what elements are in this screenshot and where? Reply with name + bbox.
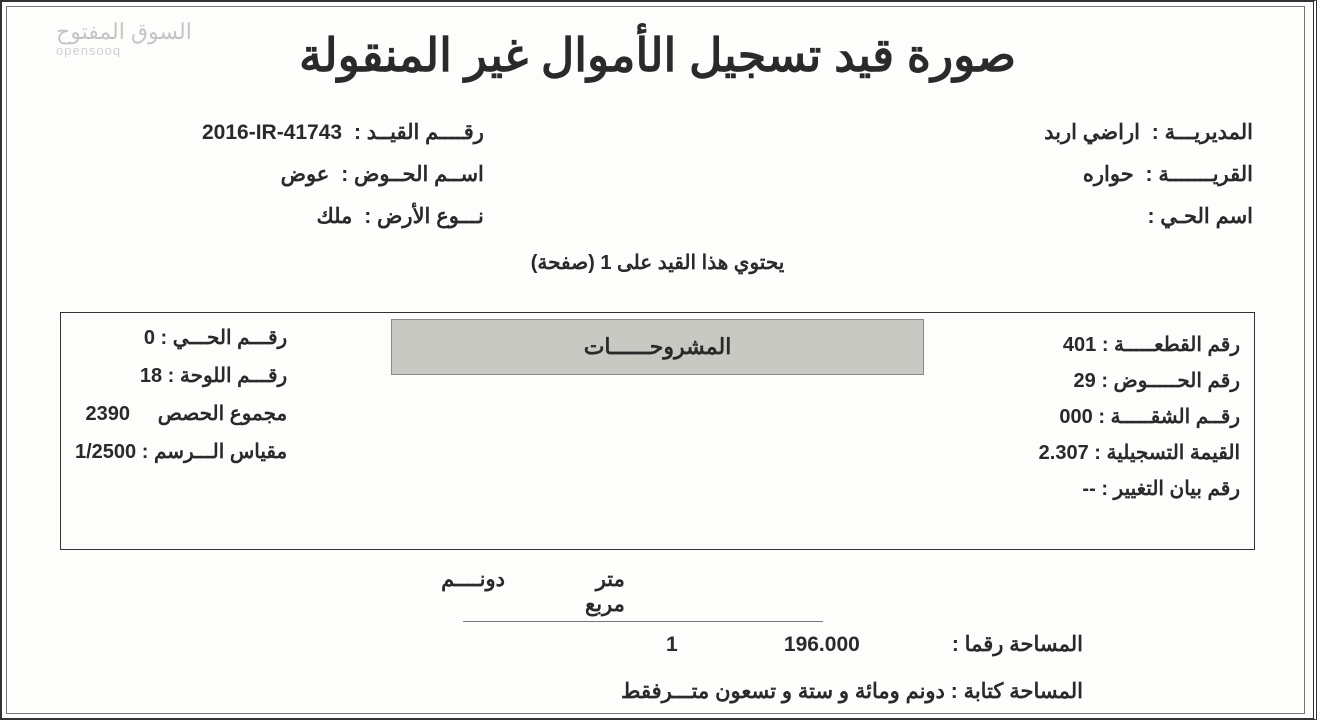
land-type-value: ملك [316, 205, 352, 228]
reg-val-value: 2.307 [1039, 435, 1089, 471]
shares-label: مجموع الحصص [158, 403, 287, 425]
apt-label: رقــم الشقـــــة : [1098, 406, 1240, 428]
area-headers: متر مربع دونــــم [463, 567, 823, 622]
document-page: السوق المفتوح opensooq صورة قيد تسجيل ال… [0, 0, 1317, 720]
change-label: رقم بيان التغيير : [1101, 478, 1240, 500]
directorate-value: اراضي اربد [1044, 121, 1140, 144]
area-words-label: المساحة كتابة : [951, 680, 1083, 703]
apt-value: 000 [1059, 399, 1092, 435]
meta-section: المديريـــة : اراضي اربد القريـــــــة :… [62, 112, 1253, 242]
scale-label: مقياس الـــرسم : [142, 441, 287, 463]
area-values-row: المساحة رقما : 196.000 1 [232, 632, 1083, 657]
village-value: حواره [1083, 163, 1134, 186]
meta-left-col: رقــــم القيــد : 2016-IR-41743 اســم ال… [202, 112, 484, 238]
explanations-band: المشروحــــــات [391, 319, 924, 375]
meta-right-col: المديريـــة : اراضي اربد القريـــــــة :… [1044, 112, 1253, 238]
basin-no-value: 29 [1074, 363, 1096, 399]
district-no-value: 0 [144, 319, 155, 357]
reg-val-label: القيمة التسجيلية : [1094, 442, 1240, 464]
box-right-col: رقم القطعـــــة : 401 رقم الحـــــوض : 2… [1039, 327, 1240, 507]
sheet-value: 18 [140, 357, 162, 395]
shares-value: 2390 [86, 395, 131, 433]
area-number-label: المساحة رقما : [952, 632, 1083, 657]
directorate-label: المديريـــة : [1152, 121, 1253, 144]
area-number-m2: 196.000 [742, 633, 902, 657]
basin-name-label: اســم الحــوض : [341, 163, 484, 186]
area-words-row: المساحة كتابة : دونم ومائة و ستة و تسعون… [232, 679, 1083, 704]
reg-no-label: رقــــم القيــد : [354, 121, 484, 144]
basin-no-label: رقم الحـــــوض : [1101, 370, 1240, 392]
parcel-value: 401 [1063, 327, 1096, 363]
pages-count-line: يحتوي هذا القيد على 1 (صفحة) [2, 250, 1313, 275]
change-value: -- [1082, 478, 1095, 500]
area-words-value: دونم ومائة و ستة و تسعون متـــرفقط [621, 680, 945, 703]
village-label: القريـــــــة : [1146, 163, 1253, 186]
basin-name-value: عوض [281, 163, 330, 186]
scale-value: 1/2500 [75, 433, 136, 471]
details-box: المشروحــــــات رقم القطعـــــة : 401 رق… [60, 312, 1255, 550]
explanations-title: المشروحــــــات [584, 334, 732, 360]
document-title: صورة قيد تسجيل الأموال غير المنقولة [2, 28, 1313, 82]
area-header-m2: متر مربع [585, 567, 625, 617]
district-no-label: رقـــم الحـــي : [161, 327, 288, 349]
sheet-label: رقـــم اللوحة : [168, 365, 288, 387]
box-left-col: رقـــم الحـــي : 0 رقـــم اللوحة : 18 مج… [75, 319, 287, 471]
reg-no-value: 2016-IR-41743 [202, 112, 342, 154]
land-type-label: نـــوع الأرض : [364, 205, 484, 228]
district-name-label: اسم الحـي : [1147, 205, 1253, 228]
area-header-dunum: دونــــم [441, 567, 505, 617]
parcel-label: رقم القطعـــــة : [1102, 334, 1240, 356]
area-number-dunum: 1 [602, 633, 742, 657]
area-block: متر مربع دونــــم المساحة رقما : 196.000… [232, 567, 1083, 704]
